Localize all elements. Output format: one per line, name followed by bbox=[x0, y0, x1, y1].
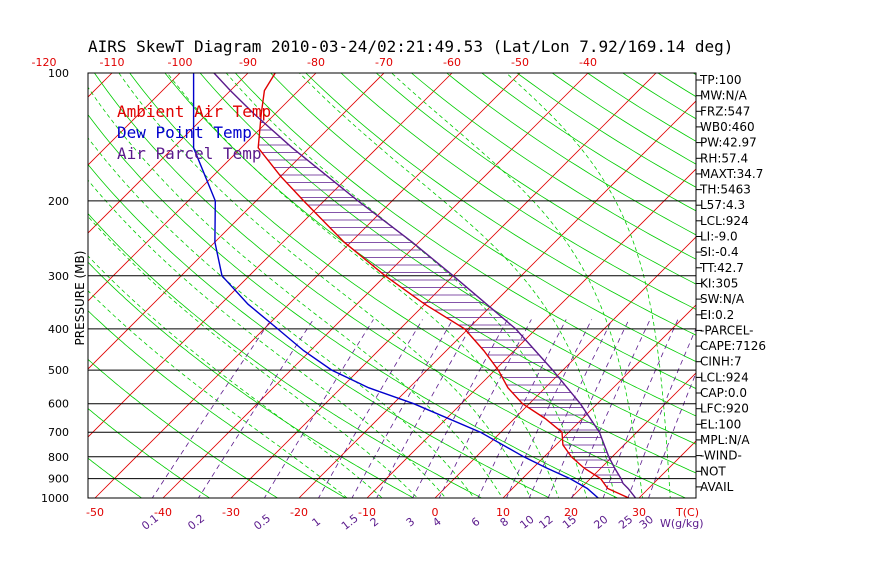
moist-adiabat-line bbox=[381, 64, 643, 508]
legend-entry: Air Parcel Temp bbox=[117, 144, 262, 163]
stat-item: PW:42.97 bbox=[700, 136, 757, 150]
stat-item: KI:305 bbox=[700, 277, 738, 291]
mixing-ratio-label: 3 bbox=[404, 515, 418, 530]
pressure-tick-label: 800 bbox=[48, 451, 69, 464]
stat-item: CAPE:7126 bbox=[700, 339, 766, 353]
stat-item: TT:42.7 bbox=[699, 261, 744, 275]
stat-item: MW:N/A bbox=[700, 89, 748, 103]
mixing-ratio-label: 0.5 bbox=[251, 512, 273, 533]
mixing-ratio-axis-label: W(g/kg) bbox=[660, 517, 704, 530]
stat-item: LI:-9.0 bbox=[700, 230, 738, 244]
pressure-tick-label: 200 bbox=[48, 195, 69, 208]
isotherm-line bbox=[494, 64, 870, 508]
top-temp-label: -70 bbox=[375, 56, 393, 69]
pressure-tick-label: 1000 bbox=[41, 492, 69, 505]
stat-item: WB0:460 bbox=[700, 120, 755, 134]
stat-item: -PARCEL- bbox=[700, 323, 754, 337]
isotherm-line bbox=[290, 64, 734, 508]
stat-item: AVAIL bbox=[700, 480, 734, 494]
dry-adiabat-line bbox=[748, 64, 870, 508]
top-temp-label: -100 bbox=[168, 56, 193, 69]
pressure-tick-label: 400 bbox=[48, 323, 69, 336]
stat-item: MPL:N/A bbox=[700, 433, 750, 447]
mixing-ratio-label: 12 bbox=[537, 513, 556, 532]
isotherm-line bbox=[426, 64, 870, 508]
dry-adiabat-line bbox=[470, 64, 870, 508]
top-temp-tick-labels: -120 -110 -100 -90 -80 -70 -60 -50 -40 bbox=[32, 56, 597, 69]
pressure-tick-label: 500 bbox=[48, 364, 69, 377]
stat-item: SI:-0.4 bbox=[700, 245, 739, 259]
stat-item: CINH:7 bbox=[700, 355, 742, 369]
mixing-ratio-label: 0.2 bbox=[185, 512, 207, 533]
stat-item: RH:57.4 bbox=[700, 151, 748, 165]
dry-adiabat-line bbox=[0, 64, 17, 508]
profile-series bbox=[194, 73, 636, 498]
stat-item: TH:5463 bbox=[699, 183, 751, 197]
top-temp-label: -40 bbox=[579, 56, 597, 69]
dry-adiabat-line bbox=[366, 64, 870, 508]
stat-item: L57:4.3 bbox=[700, 198, 745, 212]
dry-adiabat-line bbox=[782, 64, 870, 508]
top-temp-label: -60 bbox=[443, 56, 461, 69]
stat-item: CAP:0.0 bbox=[700, 386, 747, 400]
pressure-tick-label: 600 bbox=[48, 398, 69, 411]
moist-adiabat-line bbox=[496, 64, 671, 508]
mixing-ratio-label: 4 bbox=[430, 515, 444, 530]
stat-item: NOT bbox=[700, 464, 726, 478]
legend-entry: Dew Point Temp bbox=[117, 123, 252, 142]
bottom-temp-label: -20 bbox=[290, 506, 308, 519]
mixing-ratio-label: 6 bbox=[469, 515, 483, 530]
stat-item: -WIND- bbox=[700, 449, 742, 463]
series-line bbox=[194, 73, 599, 498]
stat-item: EI:0.2 bbox=[700, 308, 734, 322]
top-temp-label: -90 bbox=[239, 56, 257, 69]
chart-title: AIRS SkewT Diagram 2010-03-24/02:21:49.5… bbox=[88, 37, 733, 56]
stat-item: EL:100 bbox=[700, 417, 741, 431]
pressure-tick-label: 300 bbox=[48, 270, 69, 283]
pressure-tick-label: 900 bbox=[48, 473, 69, 486]
stat-item: LCL:924 bbox=[700, 214, 749, 228]
stat-item: MAXT:34.7 bbox=[700, 167, 763, 181]
stat-item: LFC:920 bbox=[700, 402, 749, 416]
top-temp-label: -120 bbox=[32, 56, 57, 69]
isotherm-line bbox=[766, 64, 870, 508]
mixing-ratio-label: 20 bbox=[591, 513, 610, 532]
top-temp-label: -50 bbox=[511, 56, 529, 69]
dry-adiabat-line bbox=[435, 64, 870, 508]
bottom-temp-label: -50 bbox=[86, 506, 104, 519]
isotherm-line bbox=[222, 64, 666, 508]
dry-adiabat-line bbox=[227, 64, 870, 508]
isotherm-line bbox=[0, 64, 54, 508]
stat-item: TP:100 bbox=[699, 73, 742, 87]
mixing-ratio-label: 2 bbox=[368, 515, 382, 530]
stat-item: FRZ:547 bbox=[700, 104, 750, 118]
stat-item: LCL:924 bbox=[700, 370, 749, 384]
moist-adiabat-lines bbox=[0, 64, 671, 508]
y-axis-label: PRESSURE (MB) bbox=[73, 251, 87, 346]
dry-adiabat-line bbox=[400, 64, 870, 508]
mixing-ratio-label: 10 bbox=[518, 513, 537, 532]
cape-hatch bbox=[258, 123, 622, 483]
series-line bbox=[214, 73, 636, 498]
dry-adiabat-line bbox=[19, 64, 569, 508]
pressure-tick-label: 700 bbox=[48, 426, 69, 439]
stat-item: SW:N/A bbox=[700, 292, 745, 306]
legend: Ambient Air Temp Dew Point Temp Air Parcel… bbox=[117, 102, 271, 163]
bottom-temp-label: -30 bbox=[222, 506, 240, 519]
mixing-ratio-label: 1 bbox=[310, 515, 324, 530]
top-temp-label: -110 bbox=[100, 56, 125, 69]
top-temp-label: -80 bbox=[307, 56, 325, 69]
dry-adiabat-line bbox=[296, 64, 870, 508]
legend-entry: Ambient Air Temp bbox=[117, 102, 271, 121]
dry-adiabat-line bbox=[817, 64, 870, 508]
